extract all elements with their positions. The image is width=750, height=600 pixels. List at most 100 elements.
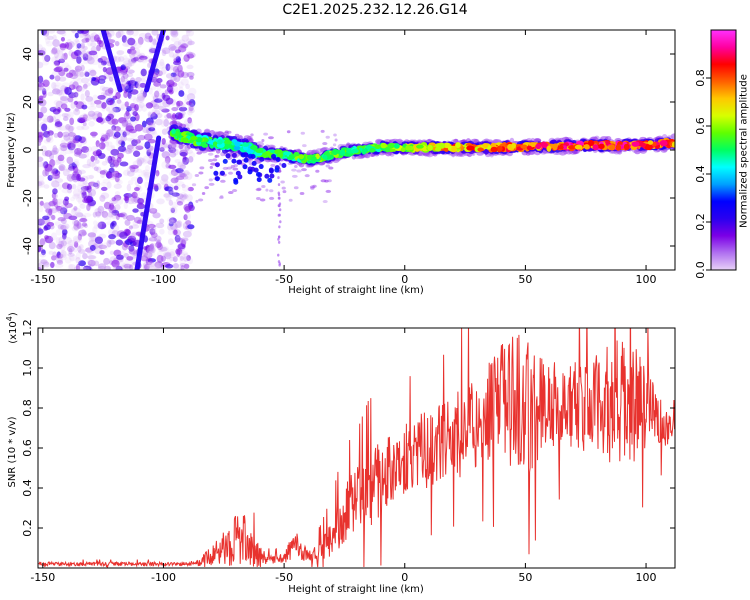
spectrogram-noise-blob [43,33,50,41]
spectrogram-noise-blob [102,242,109,250]
spectrogram-x-tick-label: -100 [151,273,176,286]
spectrogram-noise-blob [145,165,151,172]
spectrogram-noise-blob [52,108,61,115]
spectrogram-noise-blob [91,182,98,191]
spectrogram-noise-blob [130,46,136,51]
spectrogram-noise-blob [89,244,96,251]
spectrogram-noise-blob [73,241,79,248]
spectrogram-noise-blob [128,245,135,252]
spectrogram-noise-blob [72,71,81,77]
spectrogram-noise-blob [148,207,158,214]
spectrogram-ridge-blob [511,142,517,149]
spectrogram-noise-blob [41,249,46,256]
spectrogram-noise-blob [174,159,181,164]
spectrogram-noise-blob [140,170,147,177]
spectrogram-noise-blob [38,98,44,105]
spectrogram-noise-blob [81,50,87,56]
colorbar-tick-label: 0.6 [694,117,707,135]
spectrogram-noise-blob [57,206,62,214]
spectrogram-ridge-blob [298,154,305,160]
spectrogram-noise-blob [123,201,129,210]
spectrogram-noise-blob [76,125,85,131]
spectrogram-noise-blob [168,78,175,85]
spectrogram-noise-blob [137,134,146,141]
spectrogram-noise-blob [127,180,134,186]
spectrogram-noise-blob [92,182,99,188]
spectrogram-noise-blob [163,251,172,257]
spectrogram-noise-blob [150,86,157,91]
spectrogram-noise-blob [148,35,153,43]
spectrogram-noise-blob [75,256,81,264]
spectrogram-noise-blob [115,197,124,206]
spectrogram-noise-blob [168,187,174,194]
spectrogram-noise-blob [43,184,50,189]
spectrogram-noise-blob [45,136,54,144]
spectrogram-noise-blob [97,263,107,270]
spectrogram-noise-blob [52,39,60,48]
spectrogram-noise-blob [49,224,55,230]
spectrogram-noise-blob [63,236,73,245]
spectrogram-noise-blob [288,198,293,202]
spectrogram-noise-blob [44,164,53,172]
spectrogram-noise-blob [165,196,173,201]
spectrogram-noise-blob [73,219,80,227]
spectrogram-noise-blob [132,110,138,117]
spectrogram-noise-blob [126,184,132,192]
spectrogram-noise-blob [78,62,85,70]
spectrogram-ridge-blob [213,170,219,176]
spectrogram-noise-blob [75,85,83,92]
spectrogram-noise-blob [277,260,281,264]
spectrogram-noise-blob [75,212,84,218]
spectrogram-noise-blob [41,150,49,157]
spectrogram-noise-blob [177,113,183,120]
spectrogram-noise-blob [87,259,92,265]
spectrogram-noise-blob [77,181,86,187]
spectrogram-noise-blob [137,159,143,167]
spectrogram-noise-blob [111,171,116,179]
spectrogram-noise-blob [73,159,80,164]
spectrogram-noise-blob [170,31,179,38]
spectrogram-noise-blob [38,137,43,143]
spectrogram-noise-blob [175,181,185,187]
spectrogram-noise-blob [158,94,164,101]
spectrogram-noise-blob [174,68,180,76]
spectrogram-ridge-blob [671,141,675,148]
spectrogram-noise-blob [141,75,146,83]
spectrogram-x-tick-label: 50 [518,273,532,286]
spectrogram-noise-blob [59,142,69,148]
spectrogram-noise-blob [325,189,332,193]
spectrogram-noise-blob [167,64,174,71]
spectrogram-noise-blob [209,165,213,169]
spectrogram-noise-blob [128,49,137,55]
spectrogram-noise-blob [175,253,180,259]
spectrogram-noise-blob [178,106,188,112]
spectrogram-noise-blob [186,122,194,129]
spectrogram-noise-blob [161,174,169,182]
spectrogram-noise-blob [60,95,69,101]
spectrogram-noise-blob [159,142,168,149]
spectrogram-noise-blob [53,60,61,65]
spectrogram-noise-blob [116,50,125,55]
spectrogram-noise-blob [110,148,120,156]
spectrogram-noise-blob [77,245,82,250]
spectrogram-noise-blob [183,253,190,260]
spectrogram-noise-blob [293,186,299,190]
spectrogram-noise-blob [140,255,149,262]
spectrogram-ridge-blob [235,170,241,176]
spectrogram-noise-blob [62,116,69,122]
spectrogram-noise-blob [141,126,150,134]
snr-x-tick-label: -100 [151,571,176,584]
spectrogram-noise-blob [103,257,110,265]
spectrogram-noise-blob [156,77,163,84]
spectrogram-ridge-blob [251,160,257,166]
spectrogram-noise-blob [51,214,56,220]
spectrogram-y-ticks: -40 -20 0 20 40 [21,47,675,255]
spectrogram-noise-blob [83,195,93,204]
spectrogram-noise-blob [141,120,147,128]
spectrogram-noise-blob [136,178,143,183]
spectrogram-streak [100,30,123,93]
spectrogram-noise-blob [186,71,195,78]
spectrogram-noise-blob [85,149,90,158]
spectrogram-noise-blob [137,94,145,102]
spectrogram-noise-blob [137,157,146,163]
